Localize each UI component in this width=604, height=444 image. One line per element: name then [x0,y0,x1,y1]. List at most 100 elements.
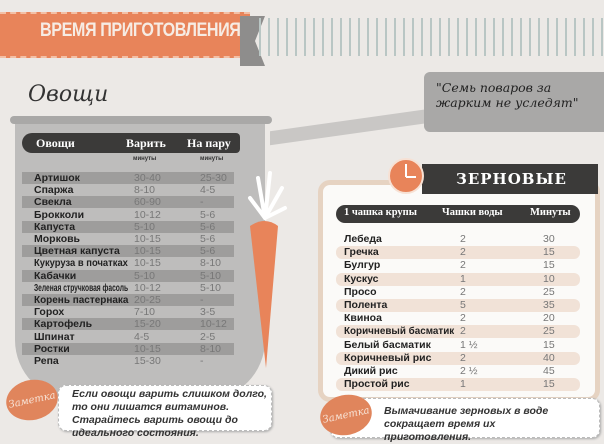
row-value: 10-12 [134,208,161,221]
row-value: 5-10 [134,220,156,233]
pot-rim [10,116,272,124]
row-value: 20 [543,312,555,325]
row-value: 5-10 [200,281,222,294]
vegetables-heading: Овощи [28,82,109,107]
table-row: Дикий рис 2 ½ 45 [336,365,580,378]
row-value: 10-12 [134,281,161,294]
row-name: Картофель [34,318,93,331]
grains-note-box [330,398,600,438]
row-value: 10-15 [134,257,161,270]
table-row: Кабачки 5-10 5-10 [22,269,234,282]
row-name: Кабачки [34,269,77,282]
row-value: 20-25 [134,294,161,306]
table-row: Белый басматик 1 ½ 15 [336,339,580,352]
row-value: 15 [543,246,555,259]
quote-box [424,72,604,132]
row-name: Шпинат [34,330,75,343]
pot-handle [270,108,430,146]
row-value: 2 [460,312,466,325]
row-value: 15-20 [134,318,161,331]
row-name: Лебеда [344,233,382,245]
row-value: 8-10 [200,342,222,355]
vegetables-note-text: Если овощи варить слишком долго, то они … [72,388,267,439]
row-name: Репа [34,355,59,367]
table-row: Зеленая стручковая фасоль 10-12 5-10 [22,282,234,294]
row-value: 25-30 [200,172,227,184]
table-row: Ростки 10-15 8-10 [22,342,234,355]
row-value: 1 ½ [460,338,478,351]
row-name: Гречка [344,246,379,259]
table-row: Капуста 5-10 5-6 [22,220,234,233]
row-value: 2 [460,233,466,245]
table-row: Корень пастернака 20-25 - [22,294,234,306]
row-value: 2 ½ [460,365,478,377]
row-name: Спаржа [34,184,74,197]
row-name: Горох [34,306,65,319]
clock-icon [388,158,424,194]
row-value: 35 [543,299,555,311]
row-value: 1 [460,378,466,391]
row-name: Капуста [34,220,76,233]
row-value: - [200,294,204,306]
table-row: Цветная капуста 10-15 5-6 [22,245,234,258]
row-value: 8-10 [134,184,156,197]
row-value: 7-10 [134,306,156,319]
row-name: Просо [344,285,377,298]
table-row: Полента 5 35 [336,299,580,312]
column-header: На пару [187,136,231,150]
table-row: Брокколи 10-12 5-6 [22,209,234,221]
row-value: 2 [460,285,466,298]
table-row: Лебеда 2 30 [336,233,580,246]
row-name: Артишок [34,172,80,184]
row-value: 10-15 [134,342,161,355]
units-label: минуты [133,156,157,162]
row-name: Полента [344,299,388,311]
table-row: Шпинат 4-5 2-5 [22,331,234,343]
row-name: Корень пастернака [34,294,129,306]
row-name: Свекла [34,196,72,209]
row-value: 15 [543,259,555,272]
table-row: Кукуруза в початках 10-15 8-10 [22,257,234,269]
row-name: Коричневый рис [344,351,432,364]
table-row: Квиноа 2 20 [336,312,580,325]
row-value: 15-30 [134,355,161,367]
column-header: Чашки воды [442,207,503,218]
row-value: 5-6 [200,220,216,233]
row-value: 40 [543,351,555,364]
table-row: Просо 2 25 [336,286,580,299]
row-value: 10-15 [134,245,161,258]
row-name: Ростки [34,342,70,355]
row-value: 5-6 [200,208,216,221]
table-row: Морковь 10-15 5-6 [22,233,234,245]
table-row: Кускус 1 10 [336,272,580,286]
row-name: Морковь [34,233,81,245]
grains-header-bar [422,164,598,194]
row-value: 15 [543,338,555,351]
table-row: Коричневый рис 2 40 [336,351,580,365]
column-header: Варить [126,136,166,150]
row-value: 5-10 [200,269,222,282]
carrot-icon [248,171,287,368]
row-name: Простой рис [344,378,410,391]
row-name: Брокколи [34,208,85,221]
row-value: 30 [543,233,555,245]
table-row: Коричневый басматик 2 25 [336,325,580,339]
row-value: 2-5 [200,330,216,343]
spoons-decoration [255,18,604,56]
table-row: Булгур 2 15 [336,259,580,272]
table-row: Спаржа 8-10 4-5 [22,184,234,196]
row-value: 10 [543,272,555,285]
row-name: Квиноа [344,312,382,325]
row-value: 2 [460,351,466,364]
row-value: 8-10 [200,257,222,270]
title-banner [0,12,250,58]
row-value: 4-5 [200,184,216,197]
row-value: 5-10 [134,269,156,282]
row-value: 15 [543,378,555,391]
row-value: - [200,355,204,367]
vegetables-table-header: Овощи Варить На пару [22,133,240,153]
table-row: Репа 15-30 - [22,355,234,367]
table-row: Свекла 60-90 - [22,196,234,209]
grains-heading: ЗЕРНОВЫЕ [456,170,567,188]
row-name: Цветная капуста [34,245,120,258]
